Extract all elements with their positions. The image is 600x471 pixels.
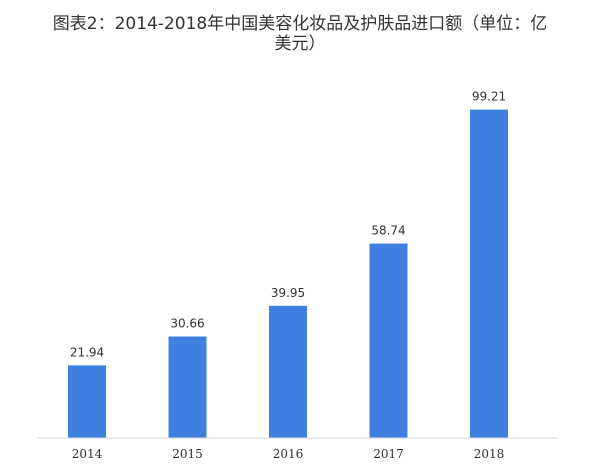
- chart-title-line-2: 美元）: [274, 34, 326, 54]
- data-label-2018: 99.21: [472, 90, 506, 104]
- x-tick-2018: 2018: [474, 447, 505, 461]
- chart-title-line-1: 图表2：2014-2018年中国美容化妆品及护肤品进口额（单位：亿: [52, 14, 548, 34]
- bar-2016: [269, 305, 307, 438]
- bars-group: 21.94 30.66 39.95 58.74 99.21: [68, 90, 508, 438]
- x-tick-2015: 2015: [172, 447, 203, 461]
- bar-2014: [68, 365, 106, 438]
- x-tick-2016: 2016: [273, 447, 304, 461]
- bar-2017: [369, 243, 408, 438]
- bar-2018: [470, 109, 508, 438]
- chart-title: 图表2：2014-2018年中国美容化妆品及护肤品进口额（单位：亿 美元）: [0, 14, 600, 54]
- x-tick-2014: 2014: [72, 447, 103, 461]
- data-label-2016: 39.95: [271, 286, 305, 300]
- data-label-2015: 30.66: [170, 317, 204, 331]
- data-label-2017: 58.74: [371, 224, 405, 238]
- data-label-2014: 21.94: [70, 345, 104, 359]
- x-tick-2017: 2017: [373, 447, 404, 461]
- x-tick-labels: 2014 2015 2016 2017 2018: [72, 447, 505, 461]
- bar-2015: [168, 336, 207, 438]
